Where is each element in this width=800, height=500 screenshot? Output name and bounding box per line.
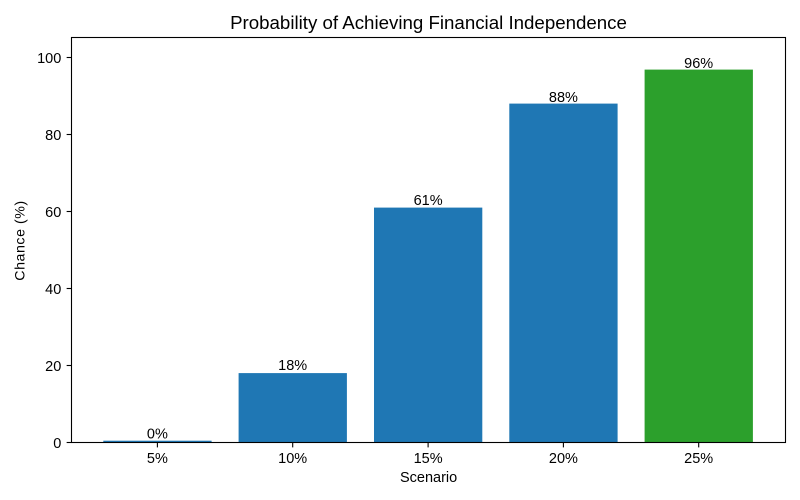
svg-text:20: 20 — [45, 359, 61, 375]
svg-text:60: 60 — [45, 205, 61, 221]
svg-text:40: 40 — [45, 282, 61, 298]
svg-text:0%: 0% — [147, 426, 168, 442]
svg-text:5%: 5% — [147, 451, 168, 467]
svg-text:96%: 96% — [684, 56, 713, 72]
svg-text:0: 0 — [53, 436, 61, 452]
svg-text:18%: 18% — [278, 358, 307, 374]
svg-text:20%: 20% — [549, 451, 578, 467]
svg-text:Scenario: Scenario — [400, 470, 457, 486]
svg-text:Probability of Achieving Finan: Probability of Achieving Financial Indep… — [230, 12, 627, 33]
svg-text:15%: 15% — [414, 451, 443, 467]
svg-text:61%: 61% — [414, 193, 443, 209]
svg-text:10%: 10% — [278, 451, 307, 467]
svg-text:80: 80 — [45, 128, 61, 144]
svg-text:88%: 88% — [549, 90, 578, 106]
svg-text:Chance (%): Chance (%) — [12, 200, 28, 280]
svg-text:100: 100 — [37, 51, 61, 67]
svg-text:25%: 25% — [684, 451, 713, 467]
